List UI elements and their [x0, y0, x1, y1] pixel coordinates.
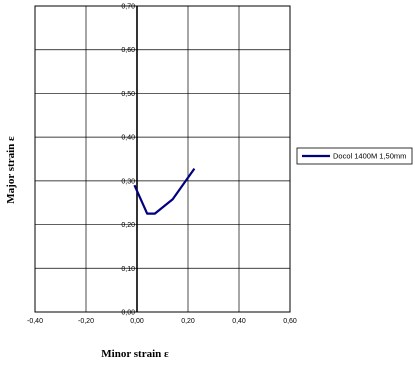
x-tick-label: 0,60 — [283, 318, 297, 325]
series-layer — [133, 167, 196, 215]
x-tick-label: 0,00 — [130, 318, 144, 325]
legend-entry-docol-1400m: Docol 1400M 1,50mm — [333, 152, 406, 161]
x-tick-labels: -0,40 -0,20 0,00 0,20 0,40 0,60 — [27, 318, 297, 325]
y-tick-labels: 0,00 0,10 0,20 0,30 0,40 0,50 0,60 0,70 — [121, 4, 135, 317]
y-tick-label: 0,60 — [121, 47, 135, 54]
y-tick-label: 0,10 — [121, 266, 135, 273]
x-tick-label: 0,40 — [232, 318, 246, 325]
y-tick-label: 0,70 — [121, 4, 135, 11]
y-tick-label: 0,50 — [121, 91, 135, 98]
grid — [34, 5, 291, 313]
y-tick-label: 0,30 — [121, 178, 135, 185]
y-tick-label: 0,00 — [121, 310, 135, 317]
plot-area-border — [34, 5, 291, 313]
legend-box — [296, 147, 413, 165]
series-line-0 — [133, 167, 196, 215]
x-tick-label: -0,40 — [27, 318, 43, 325]
y-tick-label: 0,20 — [121, 222, 135, 229]
legend: Docol 1400M 1,50mm — [296, 147, 413, 165]
x-tick-label: 0,20 — [181, 318, 195, 325]
y-axis-title: Major strain ε — [5, 136, 17, 204]
x-tick-label: -0,20 — [78, 318, 94, 325]
x-axis-title: Minor strain ε — [101, 348, 169, 360]
y-tick-label: 0,40 — [121, 135, 135, 142]
